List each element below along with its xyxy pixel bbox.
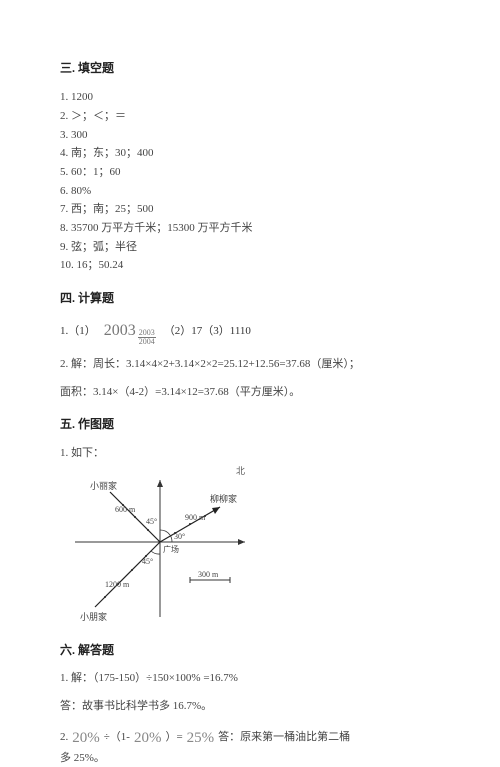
s3-item: 3. 300 [60, 126, 440, 145]
s6-q2-tail: 多 25%。 [60, 750, 440, 767]
s3-item: 5. 60：1；60 [60, 163, 440, 182]
s3-item: 4. 南；东；30；400 [60, 144, 440, 163]
pct-1: 20% [72, 726, 100, 750]
pct-2: 20% [134, 726, 162, 750]
fraction-icon: 2003 2004 [138, 329, 156, 346]
svg-text:柳柳家: 柳柳家 [210, 493, 237, 504]
svg-text:小丽家: 小丽家 [90, 480, 117, 491]
s4-q1-prefix: 1.（1） [60, 323, 96, 341]
s3-item: 9. 弦；弧；半径 [60, 238, 440, 257]
svg-text:广场: 广场 [163, 544, 179, 554]
svg-text:30°: 30° [174, 532, 185, 541]
svg-text:600 m: 600 m [115, 505, 136, 514]
svg-text:小朋家: 小朋家 [80, 611, 107, 622]
north-label: 北 [236, 464, 245, 478]
diagram-svg: 小丽家 600 m 45° 广场 30° 900 m 柳柳家 小朋家 1200 … [60, 472, 260, 627]
svg-text:45°: 45° [146, 517, 157, 526]
s3-item: 1. 1200 [60, 88, 440, 107]
pct-3: 25% [187, 726, 215, 750]
s4-q2a: 2. 解：周长：3.14×4×2+3.14×2×2=25.12+12.56=37… [60, 356, 440, 374]
s4-q1-fraction: 2003 2003 2004 [104, 318, 156, 346]
s3-item: 10. 16；50.24 [60, 256, 440, 275]
svg-text:1200 m: 1200 m [105, 580, 130, 589]
s6-q1a: 1. 解：（175-150）÷150×100% =16.7% [60, 670, 440, 688]
section6-title: 六. 解答题 [60, 641, 440, 660]
svg-text:45°: 45° [142, 557, 153, 566]
s6-q2-mid2: ）= [165, 729, 182, 747]
s6-q2-mid1: ÷（1- [104, 729, 130, 747]
s3-item: 2. ＞；＜；＝ [60, 107, 440, 126]
svg-text:300 m: 300 m [198, 570, 219, 579]
direction-diagram: 北 小丽家 600 m 45° 广场 30° [60, 472, 260, 627]
section5-title: 五. 作图题 [60, 415, 440, 434]
section3-list: 1. 1200 2. ＞；＜；＝ 3. 300 4. 南；东；30；400 5.… [60, 88, 440, 275]
frac-den: 2004 [138, 338, 156, 346]
s4-q2b: 面积：3.14×（4-2）=3.14×12=37.68（平方厘米）。 [60, 384, 440, 402]
s3-item: 7. 西；南；25；500 [60, 200, 440, 219]
s4-q1: 1.（1） 2003 2003 2004 （2）17（3）1110 [60, 318, 440, 346]
section3-title: 三. 填空题 [60, 59, 440, 78]
svg-text:900 m: 900 m [185, 513, 206, 522]
s4-q1-rest: （2）17（3）1110 [164, 323, 251, 341]
s3-item: 6. 80% [60, 182, 440, 201]
s3-item: 8. 35700 万平方千米；15300 万平方千米 [60, 219, 440, 238]
s6-q2-prefix: 2. [60, 729, 68, 747]
section4-title: 四. 计算题 [60, 289, 440, 308]
s4-q1-whole: 2003 [104, 318, 136, 344]
s6-q2-ans: 答：原来第一桶油比第二桶 [218, 729, 350, 747]
s6-q2-row: 2. 20% ÷（1- 20% ）= 25% 答：原来第一桶油比第二桶 [60, 726, 440, 750]
s5-q1: 1. 如下： [60, 445, 440, 463]
